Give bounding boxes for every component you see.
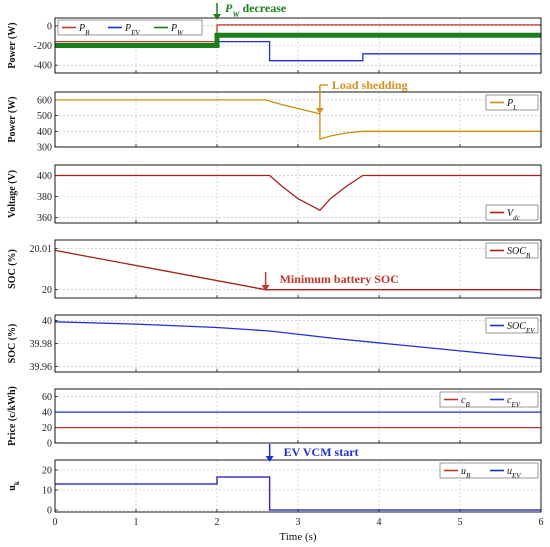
y-tick-label: 40	[42, 408, 52, 419]
legend-label: PB	[78, 23, 90, 37]
y-axis-label: Power (W)	[7, 96, 18, 142]
panel-1: -400 -200 0 Power (W) PB PEV PW PW decrease	[7, 1, 542, 74]
legend-label: uB	[461, 466, 471, 480]
y-axis-label: Price (c/kWh)	[7, 386, 18, 446]
legend: Vdc	[485, 204, 539, 222]
x-tick-label: 5	[458, 517, 463, 528]
y-axis-label: Power (W)	[7, 22, 18, 68]
plot-frame	[54, 91, 542, 148]
y-tick-label: 39.98	[30, 339, 53, 350]
x-tick-label: 4	[377, 517, 382, 528]
y-tick-label: 60	[42, 392, 52, 403]
y-tick-label: 20	[42, 285, 52, 296]
legend-label: PW	[170, 23, 184, 37]
plot-frame	[54, 388, 542, 444]
y-tick-label: 0	[47, 506, 52, 517]
annotation: Load shedding	[315, 78, 408, 114]
legend-label: Vdc	[507, 208, 521, 222]
annotation: EV VCM start	[265, 444, 359, 462]
legend: PL	[485, 94, 539, 112]
x-tick-label: 3	[296, 517, 301, 528]
annotation: PW decrease	[213, 1, 287, 20]
y-tick-label: 10	[42, 486, 52, 497]
plot-frame	[54, 239, 542, 299]
y-tick-label: 300	[37, 143, 52, 154]
x-axis-label: Time (s)	[279, 531, 317, 543]
y-tick-label: 20.01	[30, 244, 53, 255]
legend: SOCB	[485, 242, 539, 260]
y-tick-label: -200	[34, 41, 52, 52]
annotation-label: Minimum battery SOC	[280, 272, 399, 286]
y-tick-label: 400	[37, 127, 52, 138]
annotation-label: Load shedding	[332, 78, 408, 92]
y-axis-label: SOC (%)	[7, 249, 18, 289]
series-line-p-l	[55, 99, 541, 140]
panel-2: 300 400 500 600 Power (W) PL Load shedding	[7, 78, 542, 154]
annotation-label: PW decrease	[225, 1, 287, 19]
panel-3: 360 380 400 Voltage (V) Vdc	[7, 164, 542, 224]
legend-label: SOCB	[507, 246, 531, 260]
legend-label: cEV	[507, 395, 521, 409]
panel-5: 39.96 39.98 40 SOC (%) SOCEV	[7, 314, 542, 373]
annotation-arrow-head	[261, 285, 270, 291]
legend-box	[485, 94, 539, 111]
y-tick-label: -400	[34, 61, 52, 72]
plot-frame	[54, 17, 542, 74]
annotation-arrow-head	[315, 108, 324, 114]
legend-label: cB	[461, 395, 470, 409]
y-tick-label: 40	[42, 316, 52, 327]
legend-box	[439, 462, 539, 479]
legend-label: uEV	[507, 466, 521, 480]
x-tick-label: 6	[539, 517, 544, 528]
y-tick-label: 20	[42, 466, 52, 477]
legend-label: PEV	[124, 23, 140, 37]
annotation-arrow-head	[265, 456, 274, 462]
legend-box	[57, 19, 203, 36]
plot-frame	[54, 459, 542, 513]
y-tick-label: 400	[37, 171, 52, 182]
y-axis-label: uk	[7, 481, 21, 491]
legend: uB uEV	[439, 462, 539, 480]
x-tick-label: 1	[134, 517, 139, 528]
legend-label: SOCEV	[507, 321, 535, 335]
y-tick-label: 500	[37, 111, 52, 122]
series-line-v-dc	[55, 174, 541, 212]
y-axis-label: Voltage (V)	[7, 170, 18, 218]
annotation: Minimum battery SOC	[261, 272, 399, 291]
series-line-u-ev	[55, 476, 541, 511]
y-tick-label: 20	[42, 423, 52, 434]
series-line-soc-ev	[55, 321, 541, 359]
panel-7: 0 10 20 0 1 2 3 4 5 6 uk Time (s) uB uEV EV VCM start	[7, 444, 544, 543]
y-tick-label: 39.96	[30, 362, 53, 373]
y-tick-label: 0	[47, 21, 52, 32]
series-line-p-w	[55, 32, 541, 48]
x-tick-label: 2	[215, 517, 220, 528]
x-tick-label: 0	[53, 517, 58, 528]
legend-box	[485, 204, 539, 221]
annotation-label: EV VCM start	[284, 445, 359, 459]
legend: SOCEV	[485, 317, 539, 335]
legend-label: PL	[506, 98, 517, 112]
annotation-arrow-head	[213, 14, 221, 20]
panel-6: 0 20 40 60 Price (c/kWh) cB cEV	[7, 386, 542, 450]
legend-box	[439, 391, 539, 408]
y-tick-label: 380	[37, 192, 52, 203]
panel-4: 20 20.01 SOC (%) SOCB Minimum battery SOC	[7, 239, 542, 299]
legend: PB PEV PW	[57, 19, 203, 37]
y-axis-label: SOC (%)	[7, 324, 18, 364]
y-tick-label: 360	[37, 213, 52, 224]
legend-box	[485, 317, 539, 334]
legend-box	[485, 242, 539, 259]
legend: cB cEV	[439, 391, 539, 409]
y-tick-label: 0	[47, 439, 52, 450]
plot-frame	[54, 314, 542, 373]
y-tick-label: 600	[37, 95, 52, 106]
plot-frame	[54, 164, 542, 224]
